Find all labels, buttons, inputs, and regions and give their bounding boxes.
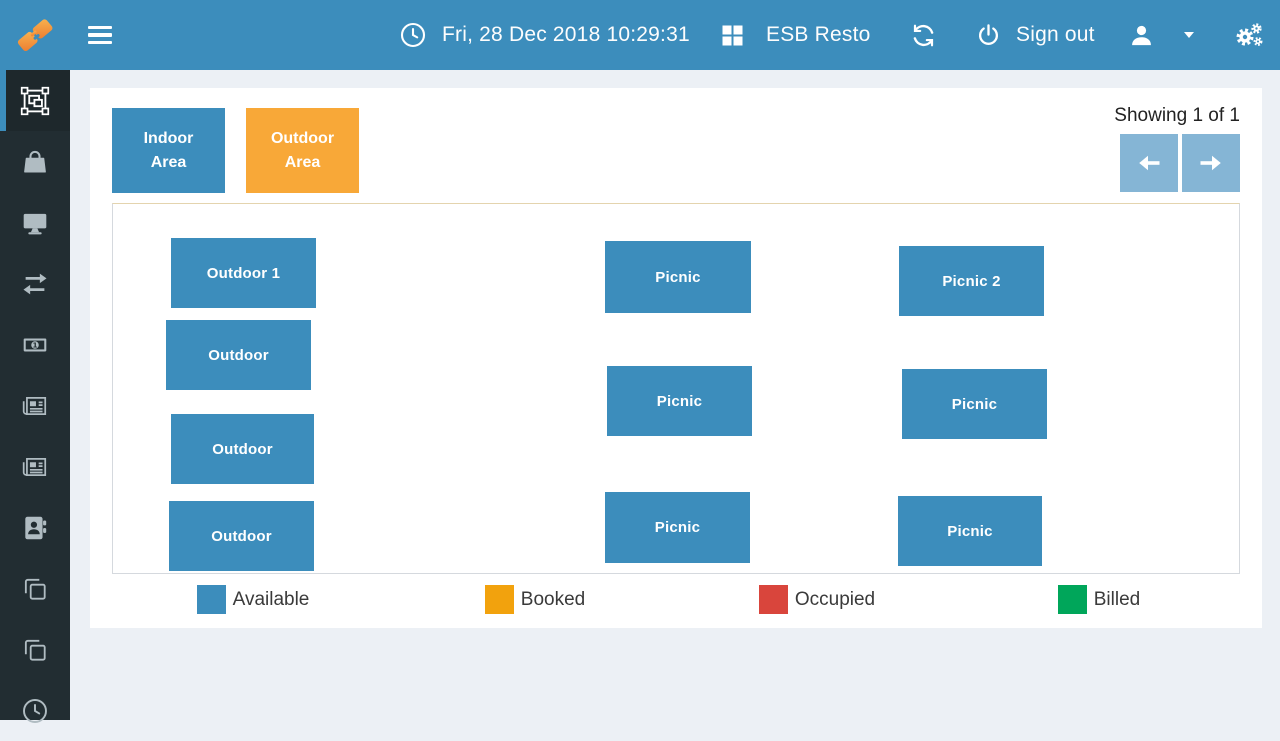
hamburger-icon bbox=[88, 25, 112, 30]
area-tabs: Indoor Area Outdoor Area bbox=[112, 108, 359, 193]
floor-plan: Outdoor 1 Outdoor Outdoor Outdoor Picnic Picn… bbox=[112, 203, 1240, 574]
table-picnic[interactable]: Picnic bbox=[605, 241, 751, 313]
legend-item-billed: Billed bbox=[958, 585, 1240, 614]
newspaper-icon bbox=[21, 392, 49, 420]
table-outdoor-1[interactable]: Outdoor 1 bbox=[171, 238, 316, 308]
sidebar-item-monitor[interactable] bbox=[0, 192, 70, 253]
sidebar-item-contacts[interactable] bbox=[0, 497, 70, 558]
sign-out-button[interactable]: Sign out bbox=[1016, 23, 1095, 46]
area-tab-outdoor-area[interactable]: Outdoor Area bbox=[246, 108, 359, 193]
apps-grid-icon[interactable] bbox=[722, 0, 743, 70]
copy-icon bbox=[21, 575, 49, 603]
sidebar-item-floorplan[interactable] bbox=[0, 70, 70, 131]
table-picnic[interactable]: Picnic bbox=[607, 366, 752, 436]
prev-page-button[interactable] bbox=[1120, 134, 1178, 192]
clock-icon bbox=[400, 0, 426, 70]
floorplan-icon bbox=[20, 86, 50, 116]
arrow-right-icon bbox=[1200, 155, 1221, 171]
legend-swatch-booked bbox=[484, 585, 514, 614]
money-icon: 1 bbox=[21, 331, 49, 359]
legend-label: Occupied bbox=[794, 588, 876, 610]
caret-down-icon[interactable] bbox=[1184, 0, 1194, 70]
legend-label: Available bbox=[232, 588, 310, 610]
logo-diamond-icon bbox=[17, 19, 53, 52]
svg-text:1: 1 bbox=[32, 340, 37, 349]
table-outdoor[interactable]: Outdoor bbox=[169, 501, 314, 571]
table-picnic[interactable]: Picnic bbox=[605, 492, 750, 563]
menu-toggle-button[interactable] bbox=[88, 0, 112, 70]
sidebar-item-transfer[interactable] bbox=[0, 253, 70, 314]
restaurant-name: ESB Resto bbox=[766, 23, 871, 46]
area-tab-indoor-area[interactable]: Indoor Area bbox=[112, 108, 225, 193]
legend-item-available: Available bbox=[112, 585, 394, 614]
user-icon[interactable] bbox=[1129, 0, 1154, 70]
sidebar-item-money[interactable]: 1 bbox=[0, 314, 70, 375]
pager bbox=[1120, 134, 1240, 192]
refresh-icon[interactable] bbox=[910, 0, 937, 70]
legend-swatch-available bbox=[196, 585, 226, 614]
paging-status: Showing 1 of 1 bbox=[1114, 105, 1240, 126]
address-book-icon bbox=[21, 514, 49, 542]
sidebar-item-newspaper-2[interactable] bbox=[0, 436, 70, 497]
table-picnic[interactable]: Picnic bbox=[902, 369, 1047, 439]
legend-item-occupied: Occupied bbox=[676, 585, 958, 614]
legend-swatch-billed bbox=[1057, 585, 1087, 614]
sidebar-item-newspaper-1[interactable] bbox=[0, 375, 70, 436]
shopping-bag-icon bbox=[21, 148, 49, 176]
next-page-button[interactable] bbox=[1182, 134, 1240, 192]
main-content: Indoor Area Outdoor Area Showing 1 of 1 O… bbox=[70, 70, 1280, 720]
floor-map-card: Indoor Area Outdoor Area Showing 1 of 1 O… bbox=[90, 88, 1262, 628]
datetime-text: Fri, 28 Dec 2018 10:29:31 bbox=[442, 23, 690, 46]
legend-item-booked: Booked bbox=[394, 585, 676, 614]
table-outdoor[interactable]: Outdoor bbox=[171, 414, 314, 484]
sidebar-item-copy-1[interactable] bbox=[0, 558, 70, 619]
table-picnic[interactable]: Picnic bbox=[898, 496, 1042, 566]
gears-icon[interactable] bbox=[1234, 0, 1265, 70]
newspaper-icon bbox=[21, 453, 49, 481]
sidebar-item-clock[interactable] bbox=[0, 680, 70, 741]
power-icon[interactable] bbox=[976, 0, 1001, 70]
arrow-left-icon bbox=[1139, 155, 1160, 171]
legend-label: Billed bbox=[1093, 588, 1141, 610]
legend-label: Booked bbox=[520, 588, 586, 610]
copy-icon bbox=[21, 636, 49, 664]
sidebar-item-copy-2[interactable] bbox=[0, 619, 70, 680]
transfer-arrows-icon bbox=[21, 270, 49, 298]
sidebar-item-shopping-bag[interactable] bbox=[0, 131, 70, 192]
sidebar: 1 bbox=[0, 70, 70, 723]
clock-outline-icon bbox=[21, 697, 49, 725]
topbar: Fri, 28 Dec 2018 10:29:31 ESB Resto Sign… bbox=[0, 0, 1280, 70]
monitor-icon bbox=[21, 209, 49, 237]
table-picnic-2[interactable]: Picnic 2 bbox=[899, 246, 1044, 316]
status-legend: Available Booked Occupied Billed bbox=[112, 585, 1240, 614]
legend-swatch-occupied bbox=[758, 585, 788, 614]
app-logo[interactable] bbox=[0, 0, 70, 70]
table-outdoor[interactable]: Outdoor bbox=[166, 320, 311, 390]
